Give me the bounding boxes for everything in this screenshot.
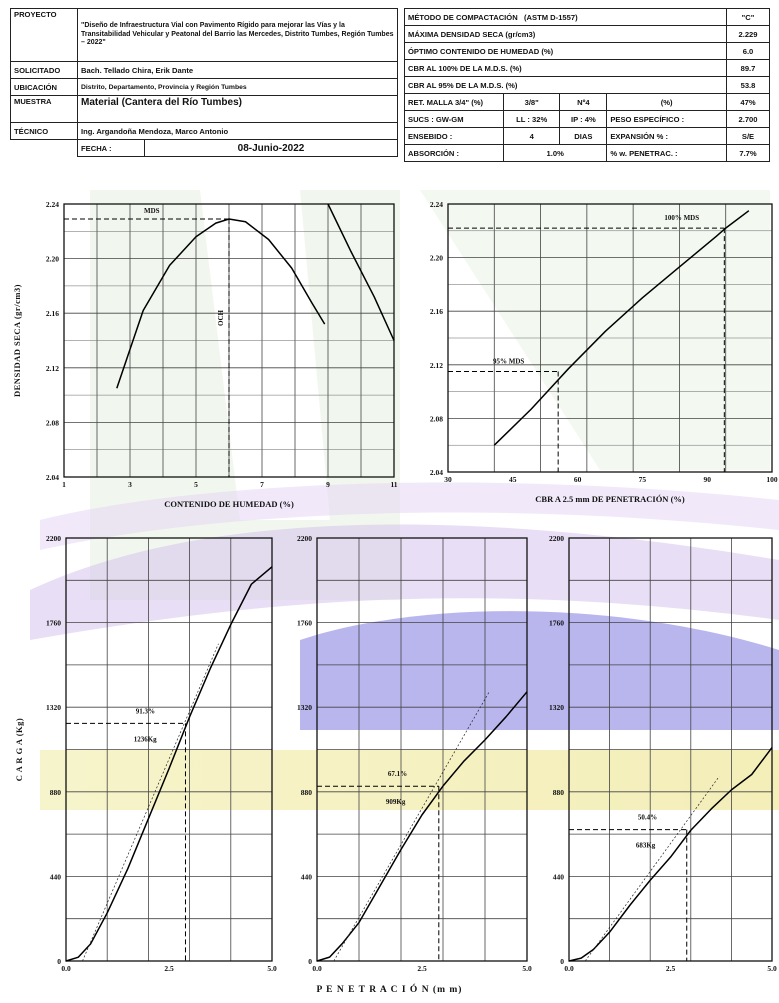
- y-tick-label: 1320: [297, 703, 312, 712]
- y-tick-label: 880: [50, 788, 62, 797]
- plot-frame: [568, 537, 773, 962]
- x-tick-label: 0.0: [61, 964, 71, 973]
- x-tick-label: 90: [703, 475, 711, 484]
- series-line: [116, 218, 326, 389]
- x-tick-label: 0.0: [312, 964, 322, 973]
- y-tick-label: 440: [301, 872, 313, 881]
- series-line: [493, 210, 750, 446]
- y-tick-label: 1760: [46, 619, 61, 628]
- x-axis-label: CBR A 2.5 mm DE PENETRACIÓN (%): [535, 494, 685, 504]
- y-tick-label: 2.08: [430, 414, 443, 423]
- tangent-line: [584, 776, 720, 962]
- chart-load-2: 0.0 2.5 5.0 0 440 880 1320 1760 2200 67.1% 909Kg: [297, 534, 532, 973]
- metodo-value: (ASTM D-1557): [524, 12, 578, 22]
- cbr-annotation: 100% MDS: [664, 214, 699, 222]
- x-tick-label: 75: [639, 475, 647, 484]
- percent-annotation: 91.3%: [136, 707, 155, 715]
- penetrac-label: % w. PENETRAC. :: [606, 144, 727, 162]
- x-tick-label: 0.0: [564, 964, 574, 973]
- proyecto-value: "Diseño de Infraestructura Vial con Pavi…: [77, 8, 398, 62]
- y-tick-label: 2.04: [430, 468, 443, 477]
- y-tick-label: 2200: [297, 534, 312, 543]
- y-tick-label: 2.16: [430, 307, 443, 316]
- series-line: [65, 566, 273, 962]
- tangent-line: [333, 691, 490, 962]
- y-tick-label: 440: [50, 872, 62, 881]
- plot-frame: [65, 537, 273, 962]
- load-annotation: 683Kg: [636, 842, 656, 850]
- y-tick-label: 2.24: [430, 200, 443, 209]
- chart-proctor: 1 3 5 7 9 11 2.04 2.08 2.12 2.16 2.20 2.24 CONTENIDO…: [12, 200, 398, 509]
- x-tick-label: 60: [574, 475, 582, 484]
- x-tick-label: 5: [194, 480, 198, 489]
- y-tick-label: 2.08: [46, 418, 59, 427]
- x-tick-label: 2.5: [164, 964, 174, 973]
- y-tick-label: 2.04: [46, 473, 59, 482]
- y-tick-label: 880: [553, 788, 565, 797]
- cbr95-value: 53.8: [726, 76, 770, 94]
- percent-annotation: 50.4%: [638, 814, 657, 822]
- y-tick-label: 2200: [549, 534, 564, 543]
- y-tick-label: 2.12: [46, 364, 59, 373]
- plot-frame: [316, 537, 528, 962]
- absorcion-value: 1.0%: [502, 144, 608, 162]
- proyecto-label: PROYECTO: [10, 8, 78, 62]
- chart-cbr-density: 30 45 60 75 90 100 2.04 2.08 2.12 2.16 2.20 2.24 CBR…: [430, 200, 778, 504]
- och-annotation: OCH: [217, 309, 225, 326]
- load-annotation: 1236Kg: [134, 735, 157, 743]
- x-axis-label: CONTENIDO DE HUMEDAD (%): [164, 499, 294, 509]
- series-line: [568, 747, 773, 962]
- y-axis-label: C A R G A (Kg): [14, 718, 24, 781]
- chart-load-3: 0.0 2.5 5.0 0 440 880 1320 1760 2200 50.4% 683Kg: [549, 534, 777, 973]
- y-tick-label: 2.20: [46, 255, 59, 264]
- project-info-table: PROYECTO "Diseño de Infraestructura Vial…: [10, 8, 398, 157]
- penetrac-value: 7.7%: [726, 144, 770, 162]
- y-tick-label: 1320: [46, 703, 61, 712]
- absorcion-label: ABSORCIÓN :: [404, 144, 504, 162]
- y-tick-label: 0: [308, 957, 312, 966]
- penetracion-axis-label: P E N E T R A C I Ó N (m m): [316, 985, 463, 995]
- x-tick-label: 100: [766, 475, 778, 484]
- y-axis-label: DENSIDAD SECA (gr/cm3): [12, 284, 22, 397]
- x-tick-label: 45: [509, 475, 517, 484]
- chart-load-1: 0.0 2.5 5.0 0 440 880 1320 1760 2200 C A R G A (K…: [14, 534, 277, 973]
- tangent-line: [82, 643, 219, 962]
- y-tick-label: 0: [57, 957, 61, 966]
- muestra-label: MUESTRA: [10, 95, 78, 123]
- y-tick-label: 1320: [549, 703, 564, 712]
- percent-annotation: 67.1%: [388, 770, 407, 778]
- fecha-label: FECHA :: [77, 139, 145, 157]
- x-tick-label: 3: [128, 480, 132, 489]
- fecha-value: 08-Junio-2022: [144, 139, 398, 157]
- y-tick-label: 2200: [46, 534, 61, 543]
- mds-annotation: MDS: [144, 207, 160, 215]
- series-line: [327, 203, 395, 341]
- x-tick-label: 7: [260, 480, 264, 489]
- x-tick-label: 2.5: [417, 964, 427, 973]
- x-tick-label: 5.0: [267, 964, 277, 973]
- y-tick-label: 440: [553, 872, 565, 881]
- x-tick-label: 1: [62, 480, 66, 489]
- plot-frame: [447, 203, 773, 473]
- x-tick-label: 11: [390, 480, 397, 489]
- y-tick-label: 880: [301, 788, 313, 797]
- y-tick-label: 2.12: [430, 361, 443, 370]
- y-tick-label: 2.24: [46, 200, 59, 209]
- y-tick-label: 2.16: [46, 309, 59, 318]
- cbr-annotation: 95% MDS: [493, 358, 524, 366]
- x-tick-label: 30: [444, 475, 452, 484]
- y-tick-label: 1760: [297, 619, 312, 628]
- results-table: MÉTODO DE COMPACTACIÓN (ASTM D-1557) "C"…: [404, 8, 770, 162]
- x-tick-label: 5.0: [767, 964, 777, 973]
- y-tick-label: 2.20: [430, 254, 443, 263]
- x-tick-label: 9: [326, 480, 330, 489]
- y-tick-label: 1760: [549, 619, 564, 628]
- x-tick-label: 2.5: [666, 964, 676, 973]
- load-annotation: 909Kg: [386, 798, 406, 806]
- metodo-label: MÉTODO DE COMPACTACIÓN: [408, 12, 518, 22]
- y-tick-label: 0: [560, 957, 564, 966]
- series-line: [316, 691, 528, 962]
- x-tick-label: 5.0: [522, 964, 532, 973]
